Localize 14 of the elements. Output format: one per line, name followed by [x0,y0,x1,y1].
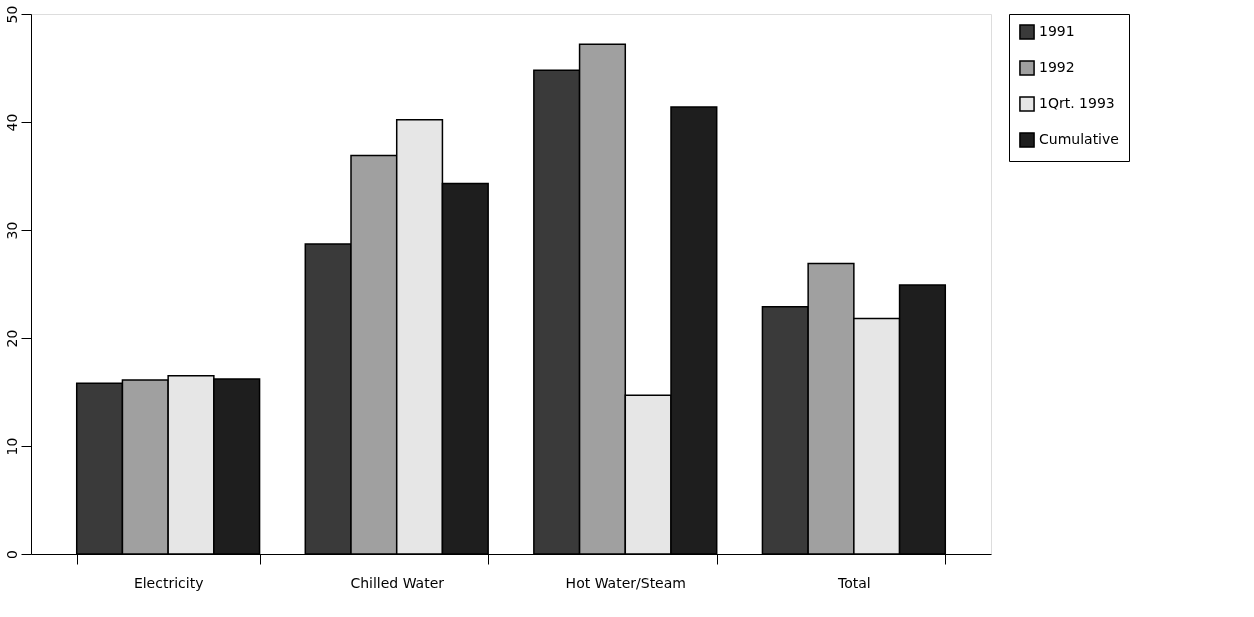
legend-label: Cumulative [1039,131,1119,147]
x-tick-label: Chilled Water [350,574,445,591]
x-tick-label: Hot Water/Steam [565,574,686,591]
x-tick-label: Electricity [133,574,204,591]
legend-label: 1992 [1039,59,1075,75]
y-tick-label: 30 [3,221,20,240]
y-tick-label: 40 [3,113,20,132]
legend-label: 1Qrt. 1993 [1039,95,1115,111]
legend-label: 1991 [1039,23,1075,39]
y-tick-label: 50 [3,5,20,24]
y-tick-label: 10 [3,437,20,456]
x-tick-label: Total [837,574,871,591]
y-tick-label: 0 [3,550,20,559]
y-tick-label: 20 [3,329,20,348]
